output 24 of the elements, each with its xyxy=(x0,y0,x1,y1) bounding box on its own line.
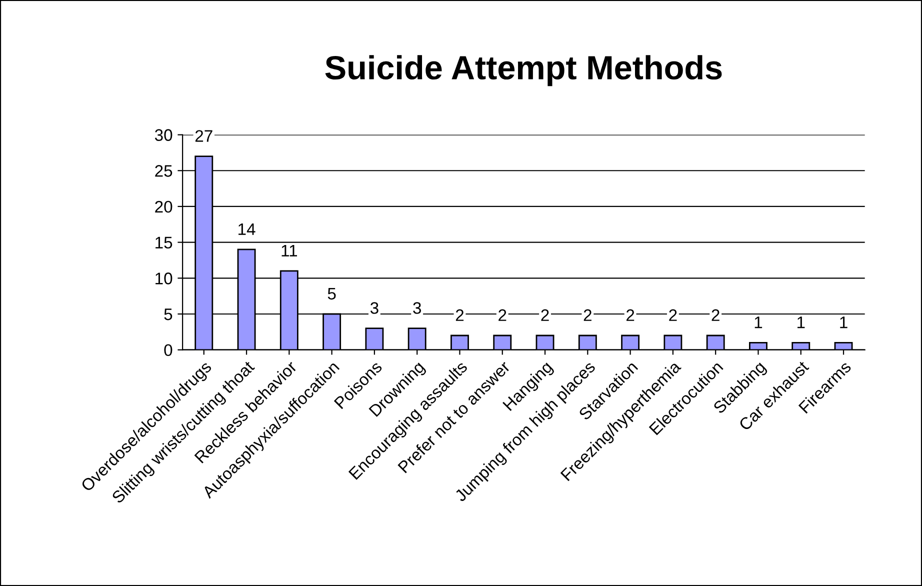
data-label: 11 xyxy=(282,244,298,256)
chart-title: Suicide Attempt Methods xyxy=(325,55,722,86)
data-label: 3 xyxy=(370,302,378,314)
data-label: 27 xyxy=(195,130,212,142)
data-label: 1 xyxy=(840,316,848,328)
data-label: 1 xyxy=(798,316,805,328)
data-label: 2 xyxy=(712,309,720,321)
y-tick-label: 15 xyxy=(156,236,172,249)
y-tick-label: 20 xyxy=(155,200,172,213)
data-label: 1 xyxy=(754,316,762,328)
data-label: 14 xyxy=(238,223,256,235)
data-label: 2 xyxy=(626,309,634,321)
data-label: 2 xyxy=(456,309,464,321)
y-tick-label: 30 xyxy=(154,129,172,141)
data-label: 2 xyxy=(669,309,677,321)
y-tick-label: 5 xyxy=(164,308,172,320)
data-label: 2 xyxy=(498,309,506,321)
data-label: 5 xyxy=(328,288,336,300)
data-label: 2 xyxy=(541,309,549,321)
data-label: 3 xyxy=(413,302,421,314)
data-label: 2 xyxy=(584,309,592,321)
y-tick-label: 0 xyxy=(164,344,172,356)
y-tick-label: 10 xyxy=(156,272,172,284)
y-tick-label: 25 xyxy=(155,165,172,177)
